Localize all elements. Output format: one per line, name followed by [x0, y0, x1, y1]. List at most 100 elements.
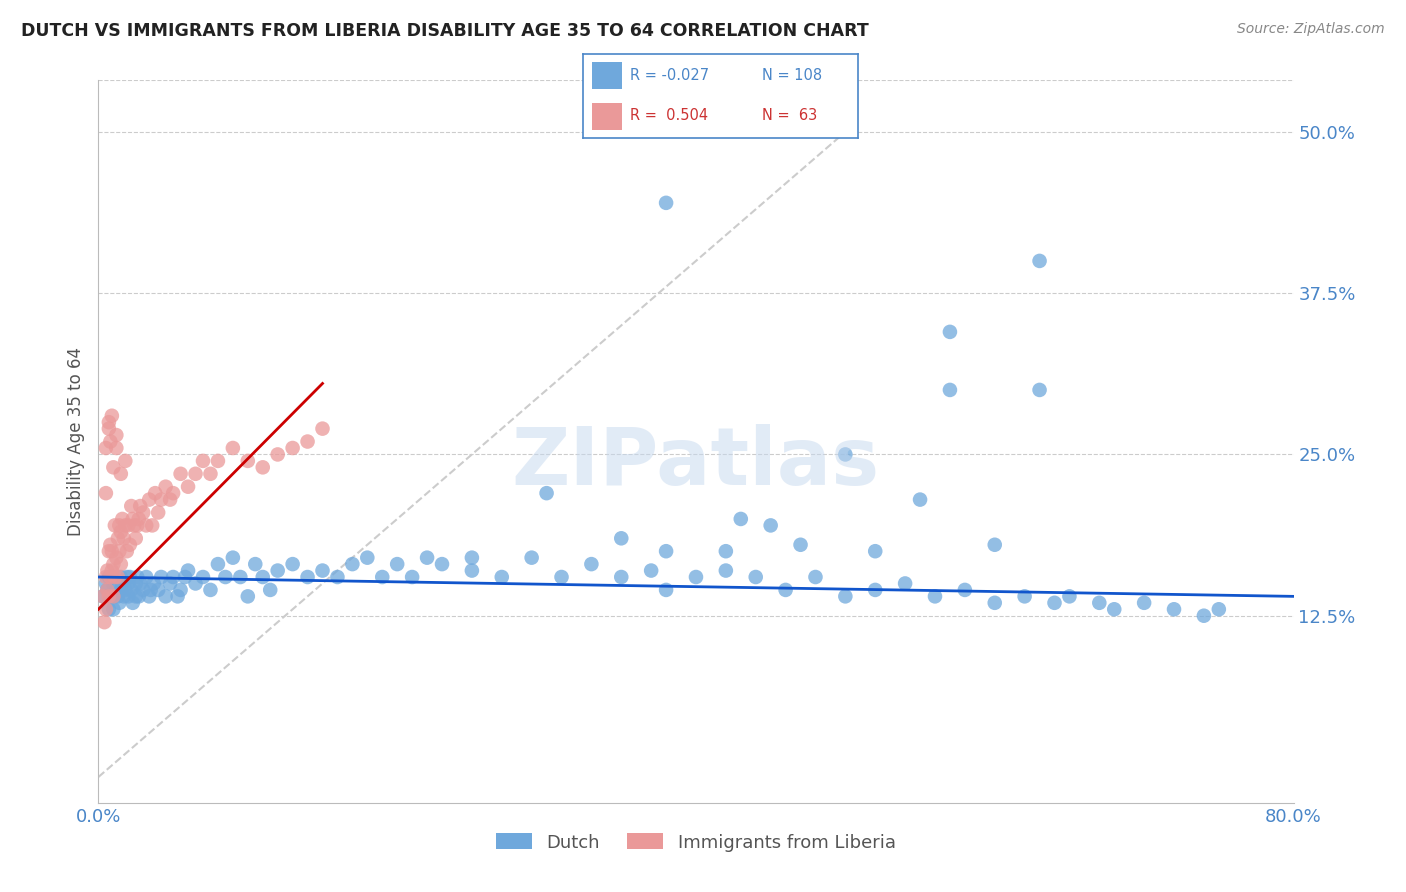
Dutch [371, 570, 394, 584]
Dutch [865, 544, 887, 558]
Immigrants from Liberia [103, 460, 125, 475]
Dutch [236, 590, 259, 604]
Immigrants from Liberia [159, 492, 181, 507]
Immigrants from Liberia [120, 499, 142, 513]
Dutch [107, 590, 129, 604]
Immigrants from Liberia [96, 582, 118, 597]
Dutch [128, 590, 150, 604]
Dutch [1059, 590, 1081, 604]
Dutch [1028, 254, 1050, 268]
Dutch [127, 570, 149, 584]
Dutch [536, 486, 558, 500]
Dutch [311, 564, 333, 578]
Dutch [924, 590, 946, 604]
Text: Source: ZipAtlas.com: Source: ZipAtlas.com [1237, 22, 1385, 37]
Dutch [865, 582, 887, 597]
Dutch [1104, 602, 1126, 616]
Immigrants from Liberia [94, 570, 117, 584]
Dutch [174, 570, 197, 584]
Immigrants from Liberia [200, 467, 222, 481]
Immigrants from Liberia [104, 518, 127, 533]
Immigrants from Liberia [98, 570, 122, 584]
Immigrants from Liberia [91, 590, 114, 604]
Dutch [789, 538, 811, 552]
Dutch [229, 570, 252, 584]
Immigrants from Liberia [281, 441, 304, 455]
Immigrants from Liberia [107, 531, 129, 545]
Dutch [222, 550, 245, 565]
Dutch [114, 582, 136, 597]
Dutch [1014, 590, 1036, 604]
Immigrants from Liberia [107, 570, 129, 584]
Y-axis label: Disability Age 35 to 64: Disability Age 35 to 64 [66, 347, 84, 536]
Immigrants from Liberia [97, 590, 120, 604]
Dutch [138, 590, 160, 604]
Dutch [96, 582, 118, 597]
Immigrants from Liberia [252, 460, 274, 475]
Immigrants from Liberia [141, 518, 163, 533]
Dutch [281, 557, 304, 571]
Dutch [730, 512, 752, 526]
Dutch [550, 570, 572, 584]
Dutch [135, 570, 157, 584]
Immigrants from Liberia [162, 486, 184, 500]
Dutch [1208, 602, 1230, 616]
Dutch [1028, 383, 1050, 397]
Text: R =  0.504: R = 0.504 [630, 108, 709, 123]
Immigrants from Liberia [97, 544, 120, 558]
Dutch [120, 582, 142, 597]
Dutch [1163, 602, 1185, 616]
Dutch [162, 570, 184, 584]
Immigrants from Liberia [111, 512, 134, 526]
Immigrants from Liberia [98, 538, 122, 552]
Bar [592, 62, 621, 89]
Dutch [129, 576, 152, 591]
Dutch [207, 557, 229, 571]
Dutch [939, 325, 962, 339]
Dutch [91, 590, 114, 604]
Dutch [401, 570, 423, 584]
Dutch [110, 570, 132, 584]
Immigrants from Liberia [103, 590, 125, 604]
Immigrants from Liberia [135, 518, 157, 533]
Dutch [610, 570, 633, 584]
Dutch [804, 570, 827, 584]
Immigrants from Liberia [150, 492, 173, 507]
Dutch [103, 602, 125, 616]
Immigrants from Liberia [184, 467, 207, 481]
Immigrants from Liberia [148, 506, 170, 520]
Dutch [267, 564, 290, 578]
Immigrants from Liberia [128, 512, 150, 526]
Dutch [118, 570, 141, 584]
Immigrants from Liberia [97, 422, 120, 436]
Dutch [108, 596, 131, 610]
Dutch [984, 596, 1007, 610]
Text: R = -0.027: R = -0.027 [630, 68, 709, 83]
Immigrants from Liberia [207, 454, 229, 468]
Dutch [775, 582, 797, 597]
Dutch [759, 518, 782, 533]
Immigrants from Liberia [115, 544, 138, 558]
Dutch [105, 582, 128, 597]
Dutch [150, 570, 173, 584]
Dutch [714, 544, 737, 558]
Dutch [148, 582, 170, 597]
Text: N = 108: N = 108 [762, 68, 823, 83]
Dutch [191, 570, 214, 584]
Dutch [908, 492, 931, 507]
Dutch [461, 564, 484, 578]
Dutch [834, 447, 856, 461]
Immigrants from Liberia [155, 480, 177, 494]
Dutch [342, 557, 364, 571]
Dutch [125, 590, 148, 604]
Dutch [214, 570, 236, 584]
Dutch [297, 570, 319, 584]
Immigrants from Liberia [124, 518, 146, 533]
Dutch [581, 557, 603, 571]
Immigrants from Liberia [132, 506, 155, 520]
Immigrants from Liberia [114, 454, 136, 468]
Dutch [894, 576, 917, 591]
Dutch [97, 602, 120, 616]
Immigrants from Liberia [125, 531, 148, 545]
Dutch [461, 550, 484, 565]
